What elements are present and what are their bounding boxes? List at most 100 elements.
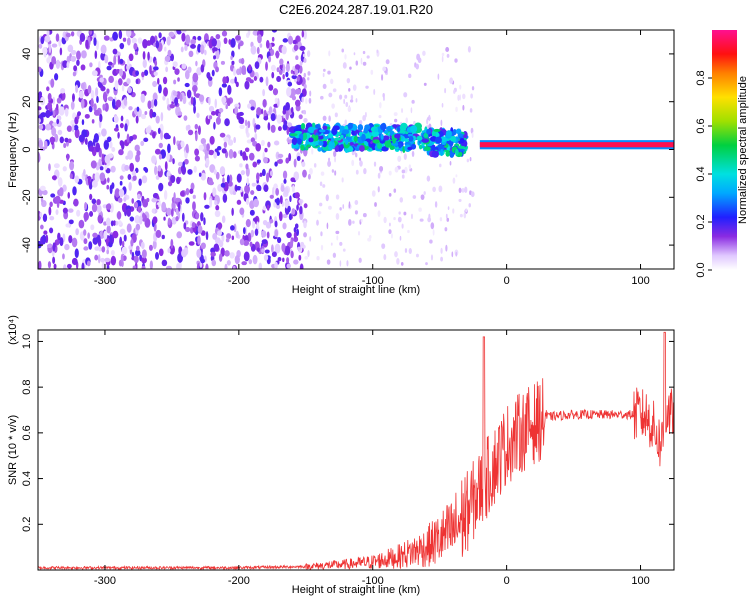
heatmap-cell <box>430 222 435 230</box>
heatmap-cell <box>209 198 213 208</box>
heatmap-cell <box>303 118 308 123</box>
heatmap-cell <box>52 242 56 252</box>
heatmap-cell <box>175 216 179 222</box>
heatmap-cell <box>218 108 224 113</box>
heatmap-cell <box>248 152 255 161</box>
heatmap-cell <box>290 250 294 259</box>
heatmap-cell <box>308 168 313 175</box>
heatmap-cell <box>407 133 414 137</box>
heatmap-cell <box>45 109 51 119</box>
heatmap-cell <box>119 180 123 186</box>
heatmap-cell <box>301 30 305 38</box>
heatmap-cell <box>454 58 458 63</box>
heatmap-cell <box>373 88 376 95</box>
heatmap-cell <box>343 98 346 105</box>
heatmap-cell <box>134 215 141 224</box>
heatmap-cell <box>230 225 235 231</box>
x-tick-label: -300 <box>94 575 116 587</box>
heatmap-cell <box>287 81 293 87</box>
heatmap-cell <box>234 76 237 84</box>
heatmap-cell <box>122 37 127 42</box>
heatmap-cell <box>262 205 267 211</box>
heatmap-cell <box>200 44 205 55</box>
heatmap-cell <box>94 254 99 261</box>
y-tick-label: -40 <box>21 237 33 253</box>
heatmap-cell <box>155 115 160 124</box>
heatmap-cell <box>83 169 86 177</box>
heatmap-cell <box>444 227 448 232</box>
heatmap-cell <box>350 94 354 101</box>
heatmap-cell <box>322 72 325 78</box>
heatmap-cell <box>326 222 329 230</box>
heatmap-cell <box>261 168 266 177</box>
heatmap-cell <box>70 55 77 62</box>
heatmap-cell <box>68 208 74 213</box>
heatmap-cell <box>90 90 95 100</box>
heatmap-cell <box>200 212 204 222</box>
heatmap-cell <box>455 251 458 257</box>
heatmap-cell <box>109 234 113 244</box>
heatmap-cell <box>168 31 175 38</box>
heatmap-cell <box>352 220 355 224</box>
heatmap-cell <box>187 124 191 130</box>
heatmap-cell <box>62 264 67 269</box>
heatmap-cell <box>192 201 196 211</box>
heatmap-cell <box>135 70 140 76</box>
heatmap-cell <box>175 207 179 216</box>
heatmap-cell <box>435 132 440 138</box>
heatmap-cell <box>103 221 107 226</box>
heatmap-cell <box>226 174 230 184</box>
heatmap-cell <box>84 202 88 210</box>
heatmap-cell <box>285 110 289 121</box>
heatmap-cell <box>106 225 111 234</box>
heatmap-cell <box>328 205 332 210</box>
heatmap-cell <box>328 50 331 57</box>
heatmap-cell <box>84 137 88 145</box>
heatmap-cell <box>404 248 408 253</box>
heatmap-cell <box>203 217 206 226</box>
heatmap-cell <box>78 134 85 143</box>
heatmap-cell <box>282 38 289 43</box>
heatmap-cell <box>221 148 227 154</box>
heatmap-cell <box>88 241 93 250</box>
heatmap-cell <box>466 158 470 163</box>
heatmap-cell <box>39 212 43 218</box>
heatmap-cell <box>58 187 64 197</box>
y-tick-label: 0 <box>21 146 33 152</box>
heatmap-cell <box>239 207 245 215</box>
heatmap-cell <box>239 238 245 246</box>
heatmap-cell <box>479 142 674 148</box>
heatmap-cell <box>97 254 101 264</box>
heatmap-cell <box>366 138 372 143</box>
heatmap-cell <box>155 40 160 49</box>
heatmap-cell <box>276 114 282 124</box>
x-tick-label: 100 <box>631 275 649 287</box>
heatmap-cell <box>336 235 339 241</box>
heatmap-cell <box>308 137 314 143</box>
heatmap-cell <box>38 152 41 163</box>
heatmap-cell <box>151 155 157 164</box>
heatmap-cell <box>193 165 197 173</box>
heatmap-cell <box>455 106 458 113</box>
heatmap-cell <box>383 254 387 261</box>
heatmap-cell <box>286 257 290 264</box>
heatmap-cell <box>256 221 260 230</box>
heatmap-cell <box>322 83 327 89</box>
heatmap-cell <box>377 210 381 217</box>
heatmap-cell <box>206 143 210 152</box>
heatmap-cell <box>351 130 355 136</box>
heatmap-cell <box>205 231 209 241</box>
heatmap-cell <box>347 122 353 130</box>
heatmap-cell <box>433 128 441 132</box>
heatmap-cell <box>296 155 301 162</box>
heatmap-cell <box>334 156 336 163</box>
heatmap-cell <box>273 140 280 146</box>
heatmap-cell <box>214 210 221 218</box>
heatmap-cell <box>52 256 56 264</box>
heatmap-cell <box>294 88 301 95</box>
x-tick-label: -100 <box>362 575 384 587</box>
heatmap-cell <box>244 147 250 153</box>
heatmap-cell <box>243 251 250 262</box>
heatmap-cell <box>288 213 292 221</box>
heatmap-cell <box>116 211 122 220</box>
